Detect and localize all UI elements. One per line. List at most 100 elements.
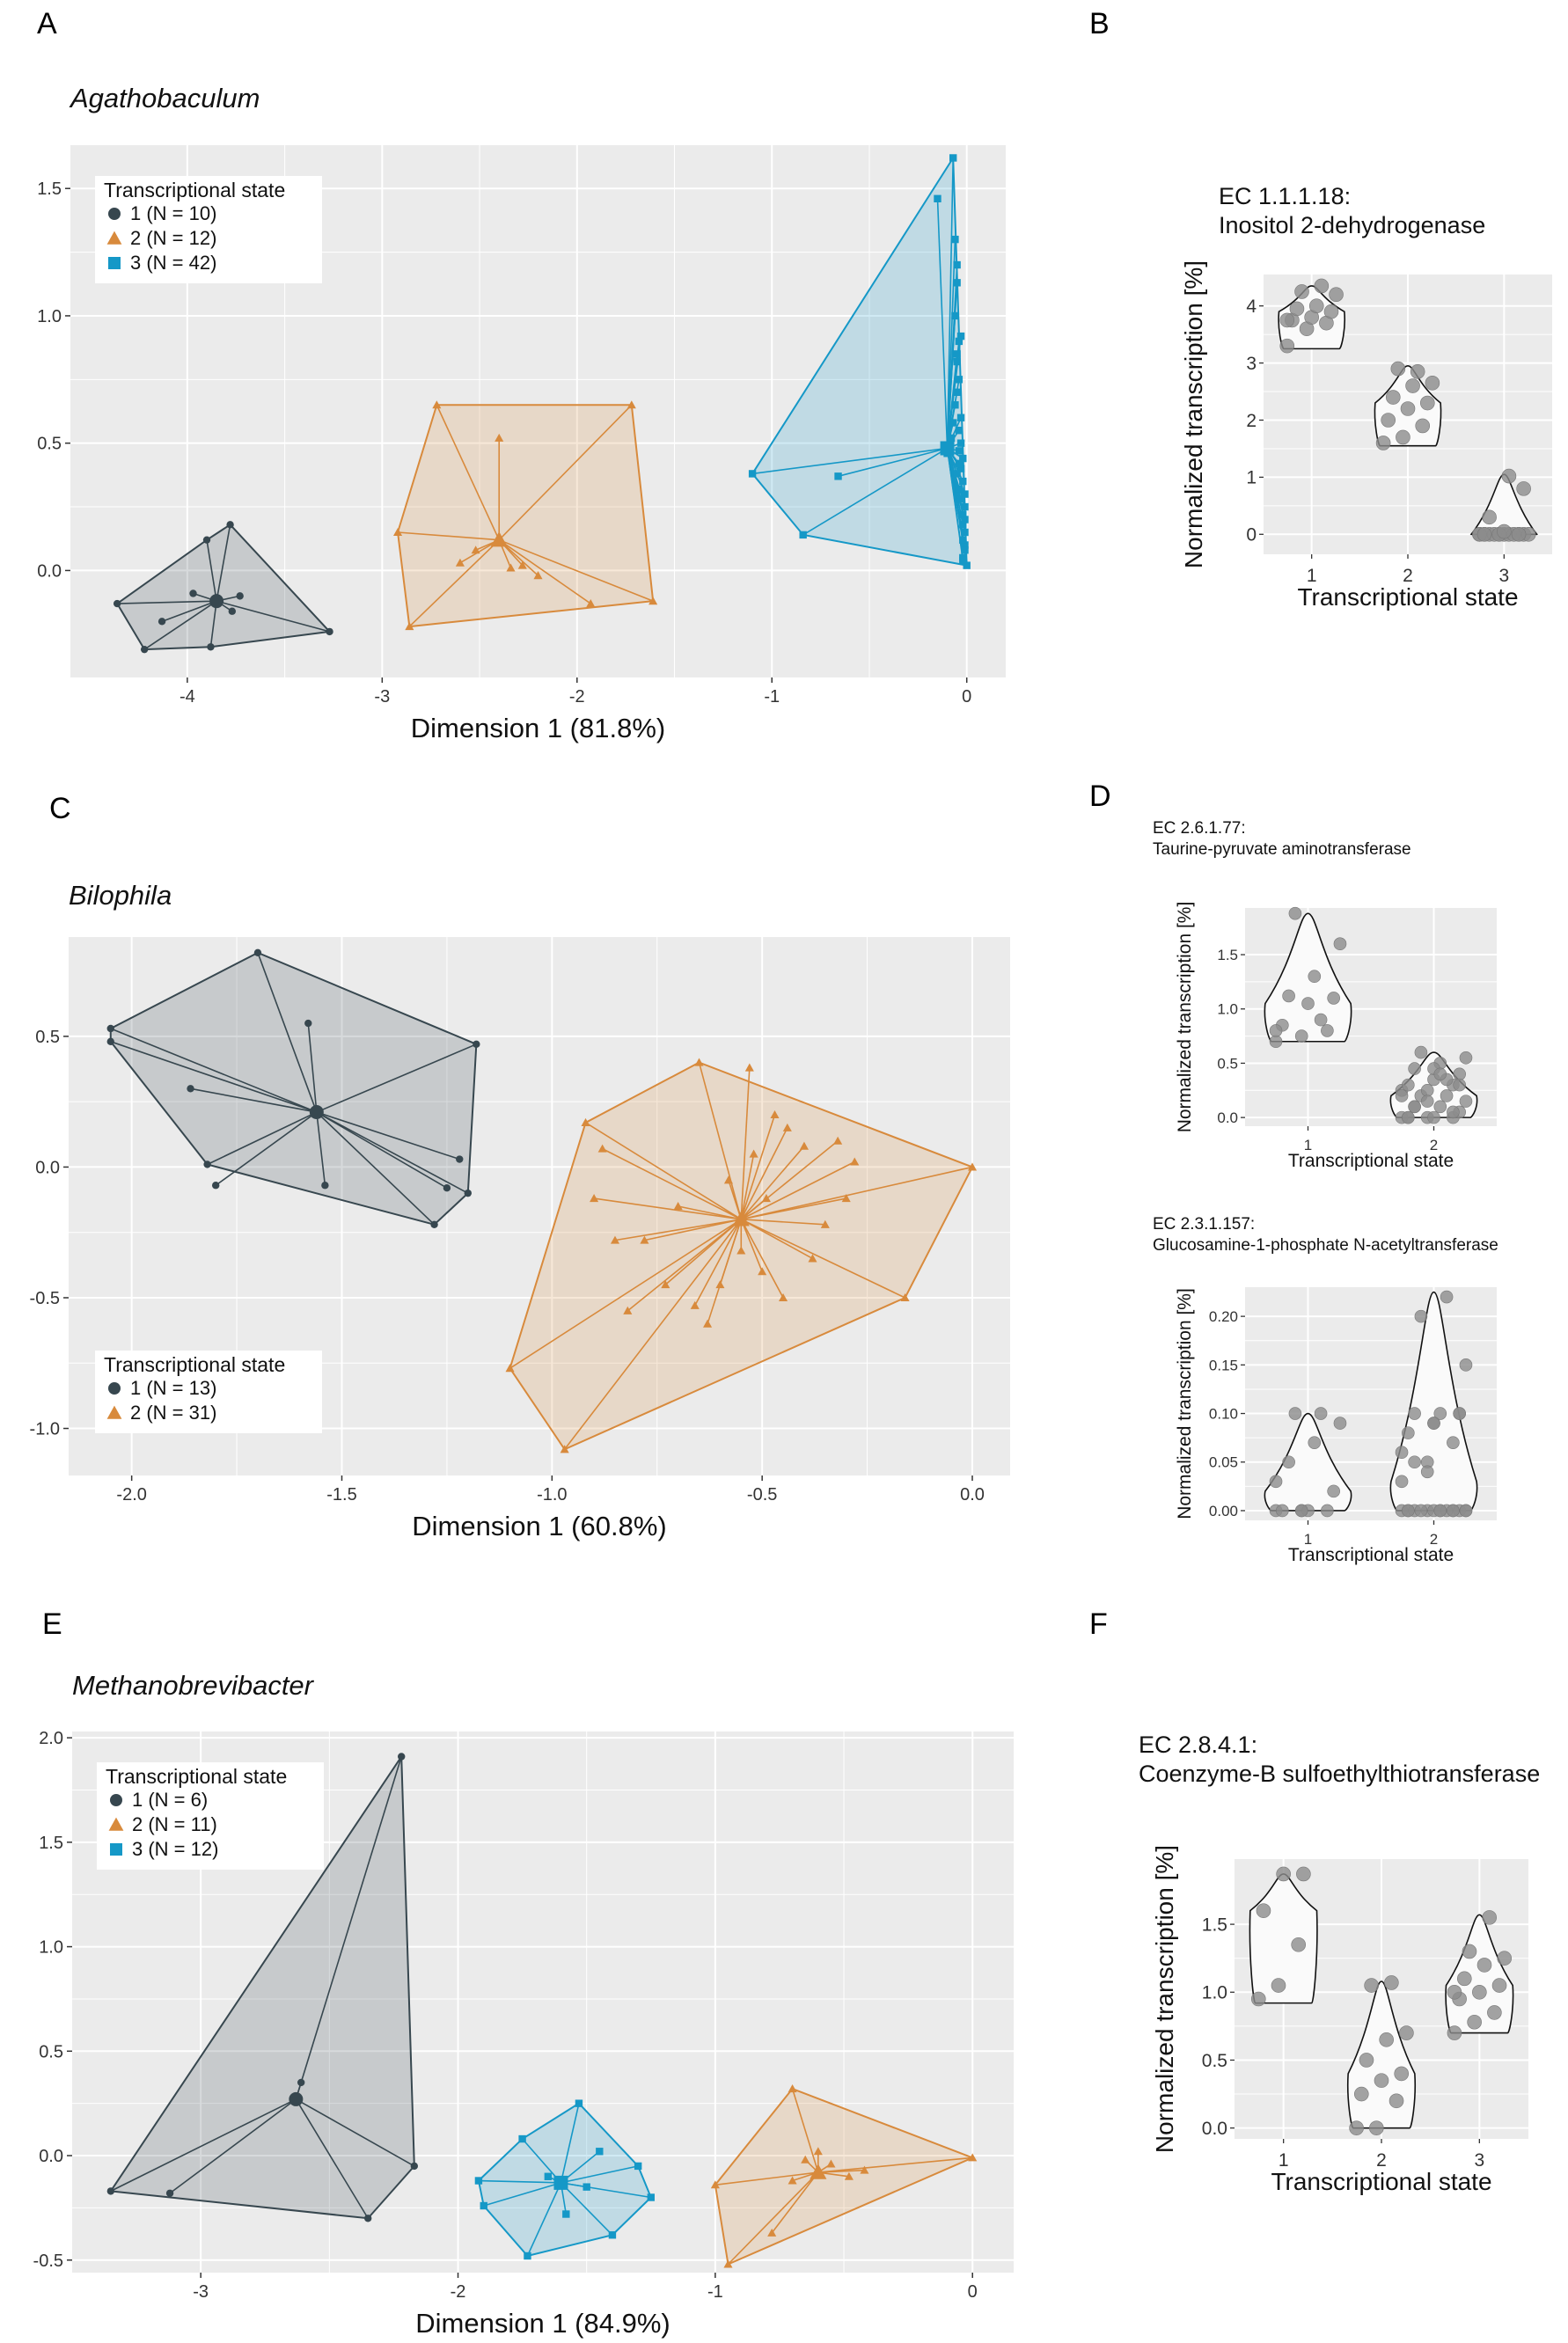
data-point (455, 558, 465, 567)
data-point (473, 1040, 480, 1049)
data-point (834, 472, 842, 480)
x-tick-label: 2 (1430, 1531, 1438, 1548)
data-point (749, 1149, 758, 1158)
jitter-point (1405, 378, 1420, 393)
spoke-line (478, 2179, 561, 2184)
y-tick-label: 0 (1246, 525, 1257, 545)
spoke-line (295, 2098, 369, 2219)
data-point (799, 531, 807, 539)
jitter-point (1501, 468, 1517, 484)
y-tick-label: 0.20 (1209, 1308, 1238, 1325)
jitter-point (1291, 1937, 1307, 1952)
data-point (955, 337, 964, 346)
panel-letter-f: F (1089, 1607, 1108, 1641)
data-point (959, 536, 967, 544)
data-point (961, 541, 969, 549)
chart-e-methanobrevibacter: Methanobrevibacter -3 -2 -1 0 -0.5 0.0 0.5 1.0 1.… (33, 1670, 1014, 2339)
data-point (634, 2162, 642, 2171)
legend-box (95, 176, 322, 283)
spoke-line (190, 1087, 317, 1113)
spoke-line (740, 1219, 905, 1299)
jitter-point (1400, 401, 1416, 416)
spoke-line (771, 2171, 819, 2234)
jitter-point (1467, 2014, 1482, 2030)
chart-title: Bilophila (69, 880, 172, 911)
x-tick-label: 0 (962, 687, 971, 707)
data-point (955, 376, 964, 384)
spoke-line (295, 2098, 415, 2167)
jitter-point (1516, 481, 1531, 496)
data-point (744, 1063, 754, 1072)
y-axis-label: Normalized transcription [%] (1151, 1845, 1178, 2153)
cluster-centroid (309, 1105, 324, 1120)
x-tick-label: -3 (374, 687, 390, 707)
chart-title: Agathobaculum (69, 83, 260, 113)
data-point (228, 607, 237, 615)
x-tick-label: 2 (1430, 1137, 1438, 1153)
data-point (956, 495, 965, 503)
spoke-line (740, 1114, 776, 1220)
jitter-point (1301, 997, 1315, 1010)
data-point (202, 536, 211, 544)
chart-title-line: EC 2.8.4.1: (1139, 1732, 1257, 1758)
data-point (961, 516, 969, 524)
x-tick-label: 1 (1304, 1531, 1312, 1548)
jitter-point (1459, 1358, 1473, 1372)
data-point (703, 1319, 713, 1328)
spoke-line (694, 1219, 742, 1307)
spoke-line (740, 1146, 805, 1220)
data-point (860, 2165, 869, 2174)
jitter-point (1476, 1958, 1492, 1973)
data-point (820, 1219, 830, 1228)
y-tick-label: 0.0 (37, 561, 62, 581)
data-point (951, 401, 959, 409)
legend-label-1: 1 (N = 13) (130, 1377, 216, 1399)
jitter-point (1388, 2093, 1404, 2109)
data-point (661, 1280, 670, 1289)
data-point (364, 2215, 372, 2222)
panel-letter-b: B (1089, 7, 1110, 40)
cluster-hull (109, 951, 478, 1226)
data-point (236, 592, 244, 600)
jitter-point (1327, 992, 1340, 1005)
x-tick-label: 1 (1304, 1137, 1312, 1153)
cluster-centroid (940, 441, 955, 456)
data-point (808, 1254, 817, 1263)
jitter-point (1314, 1407, 1328, 1420)
data-point (586, 599, 596, 608)
jitter-point (1459, 1504, 1473, 1518)
data-point (956, 465, 965, 472)
spoke-line (740, 1219, 763, 1272)
jitter-point (1269, 1475, 1283, 1489)
data-point (443, 1184, 451, 1192)
data-point (590, 1194, 599, 1203)
legend-title: Transcriptional state (106, 1765, 287, 1788)
x-tick-label: -1 (764, 687, 780, 707)
data-point (533, 571, 543, 580)
y-tick-label: 0.5 (39, 2042, 63, 2061)
jitter-point (1385, 390, 1401, 405)
cluster-group-1 (106, 948, 480, 1228)
data-point (813, 2147, 823, 2156)
spoke-line (838, 447, 948, 478)
spoke-line (316, 1111, 448, 1189)
jitter-point (1482, 509, 1497, 525)
spoke-line (936, 198, 949, 449)
jitter-point (1276, 1504, 1289, 1518)
x-axis-label: Dimension 1 (84.9%) (415, 2308, 670, 2339)
spoke-line (740, 1219, 813, 1260)
data-point (748, 470, 757, 478)
spoke-line (817, 2156, 973, 2173)
spoke-line (698, 1062, 743, 1220)
data-point (517, 560, 527, 569)
data-point (106, 1037, 114, 1046)
data-point (518, 2134, 526, 2143)
y-tick-label: 0.10 (1209, 1405, 1238, 1422)
jitter-point (1271, 1978, 1286, 1993)
chart-title: Methanobrevibacter (72, 1670, 315, 1701)
x-axis-label: Dimension 1 (60.8%) (412, 1511, 666, 1541)
jitter-point (1420, 395, 1435, 411)
jitter-point (1279, 312, 1295, 328)
jitter-point (1359, 2053, 1374, 2068)
spoke-line (207, 1111, 318, 1166)
